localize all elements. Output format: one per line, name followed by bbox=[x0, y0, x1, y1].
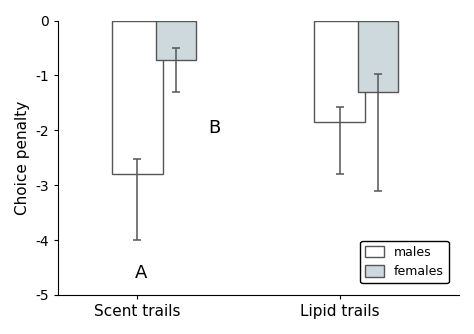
Text: B: B bbox=[209, 119, 221, 137]
Legend: males, females: males, females bbox=[360, 241, 449, 283]
Bar bbox=[358, 20, 398, 92]
Text: A: A bbox=[135, 264, 147, 282]
Bar bbox=[112, 20, 163, 174]
Bar bbox=[314, 20, 365, 122]
Bar bbox=[156, 20, 196, 60]
Y-axis label: Choice penalty: Choice penalty bbox=[15, 101, 30, 215]
